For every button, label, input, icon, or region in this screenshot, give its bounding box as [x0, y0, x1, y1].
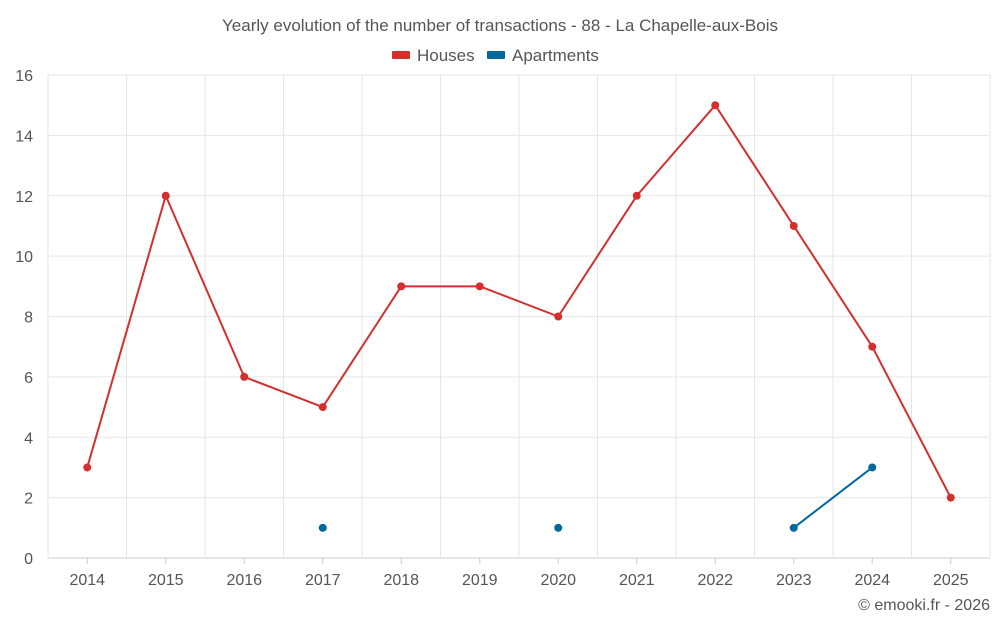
houses-line-segment: [714, 104, 795, 227]
series-layer: [83, 101, 955, 532]
x-tick-label: 2018: [383, 572, 419, 589]
x-tick-label: 2020: [540, 572, 576, 589]
houses-point-2017: [318, 403, 327, 412]
x-tick-label: 2021: [619, 572, 655, 589]
y-tick-label: 16: [15, 68, 33, 85]
y-tick-label: 4: [24, 430, 33, 447]
apartments-line-segment: [792, 466, 874, 529]
apartments-point-2017: [318, 523, 327, 532]
houses-point-2014: [83, 463, 92, 472]
x-tick-label: 2024: [854, 572, 890, 589]
houses-line-segment: [635, 104, 717, 197]
x-tick-label: 2016: [226, 572, 262, 589]
legend-item-houses[interactable]: Houses: [392, 46, 475, 65]
y-tick-label: 10: [15, 249, 33, 266]
houses-point-2018: [397, 282, 406, 291]
houses-point-2023: [789, 221, 798, 230]
legend-label-houses: Houses: [417, 46, 475, 65]
apartments-point-2023: [789, 523, 798, 532]
x-tick-label: 2022: [697, 572, 733, 589]
x-tick-label: 2023: [776, 572, 812, 589]
houses-line-segment: [557, 194, 638, 318]
apartments-point-2024: [868, 463, 877, 472]
y-tick-label: 2: [24, 491, 33, 508]
y-axis: 0 2 4 6 8 10 12 14 16: [15, 68, 33, 568]
houses-line-segment: [871, 345, 952, 499]
y-tick-label: 0: [24, 551, 33, 568]
houses-line-segment: [86, 194, 167, 469]
houses-point-2015: [161, 191, 170, 200]
houses-line-segment: [164, 194, 246, 378]
houses-line-segment: [478, 285, 560, 318]
legend-swatch-apartments: [487, 51, 505, 59]
houses-line-segment: [243, 375, 324, 409]
houses-point-2025: [946, 493, 955, 502]
x-tick-label: 2014: [69, 572, 105, 589]
chart-title: Yearly evolution of the number of transa…: [222, 16, 778, 35]
legend-item-apartments[interactable]: Apartments: [487, 46, 599, 65]
legend: Houses Apartments: [392, 46, 599, 65]
x-tick-label: 2015: [148, 572, 184, 589]
houses-point-2016: [240, 372, 249, 381]
houses-point-2022: [711, 101, 720, 110]
houses-line-segment: [321, 285, 403, 409]
y-tick-label: 6: [24, 370, 33, 387]
houses-line-segment: [792, 224, 874, 348]
x-tick-label: 2019: [462, 572, 498, 589]
credit-text: © emooki.fr - 2026: [858, 597, 990, 614]
x-axis: 2014 2015 2016 2017 2018 2019 2020 2021 2022 2023…: [69, 558, 969, 589]
houses-point-2020: [554, 312, 563, 321]
houses-point-2024: [868, 342, 877, 351]
grid: [47, 74, 991, 559]
legend-label-apartments: Apartments: [512, 46, 599, 65]
x-tick-label: 2025: [933, 572, 969, 589]
legend-swatch-houses: [392, 51, 410, 59]
houses-point-2021: [632, 191, 641, 200]
y-tick-label: 12: [15, 189, 33, 206]
y-tick-label: 8: [24, 310, 33, 327]
houses-point-2019: [475, 282, 484, 291]
apartments-point-2020: [554, 523, 563, 532]
x-tick-label: 2017: [305, 572, 341, 589]
y-tick-label: 14: [15, 128, 33, 145]
